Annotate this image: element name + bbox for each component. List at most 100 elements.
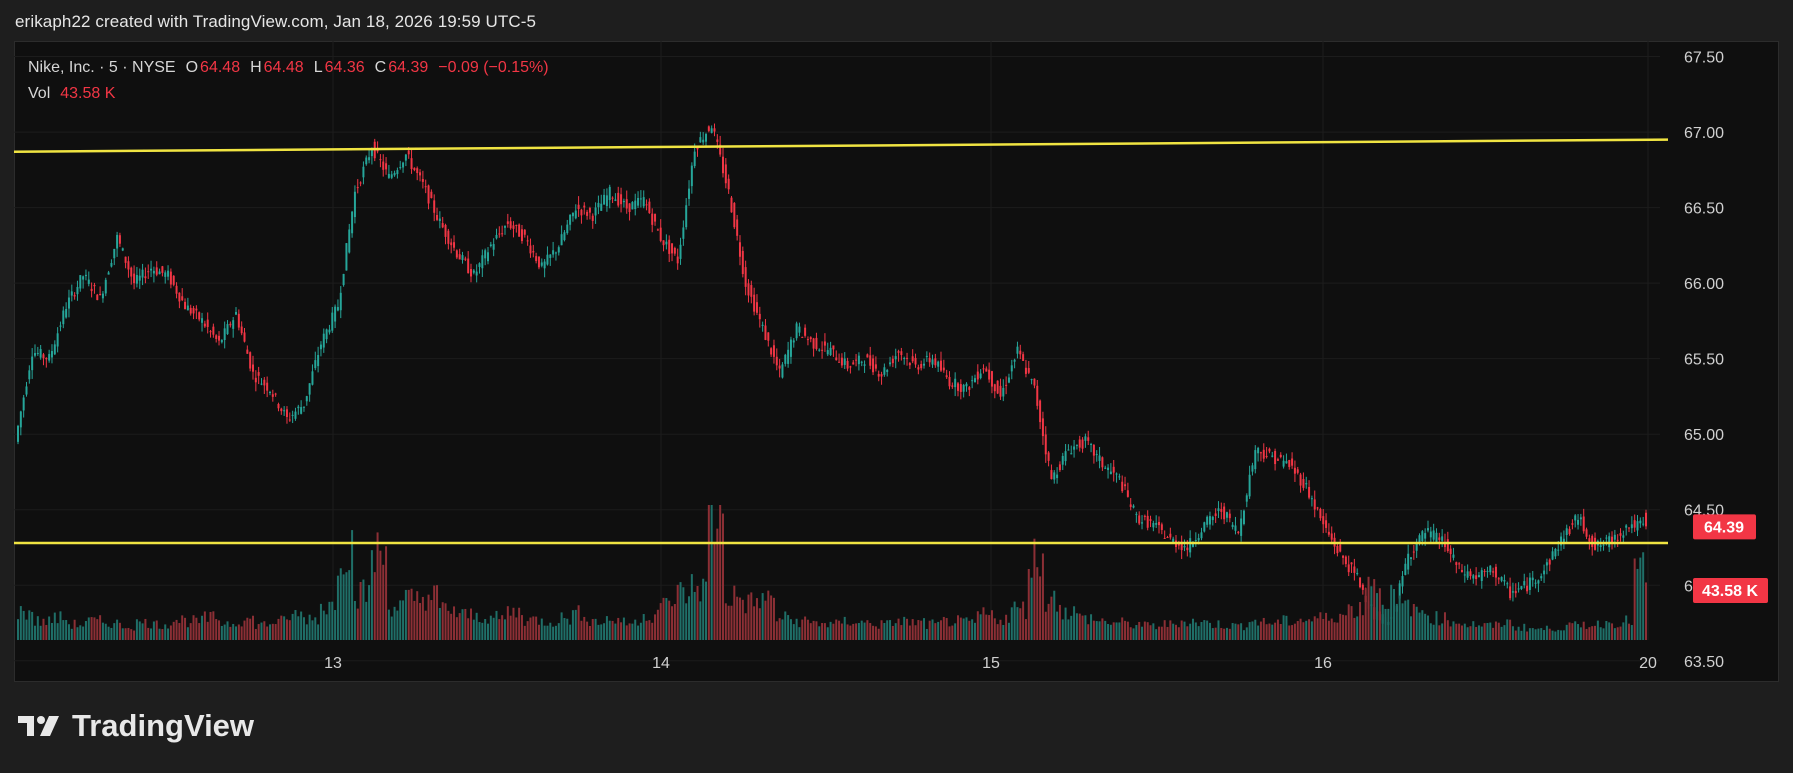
candle-body[interactable]	[1310, 498, 1313, 500]
candle-body[interactable]	[668, 239, 671, 254]
candle-body[interactable]	[1098, 455, 1101, 461]
candle-body[interactable]	[19, 411, 22, 428]
candle-body[interactable]	[84, 274, 87, 277]
candle-body[interactable]	[1565, 528, 1568, 536]
candle-body[interactable]	[1217, 508, 1220, 512]
candle-body[interactable]	[1268, 448, 1271, 452]
candle-body[interactable]	[1591, 536, 1594, 547]
candle-body[interactable]	[291, 414, 294, 416]
candle-body[interactable]	[611, 197, 614, 199]
candle-body[interactable]	[685, 205, 688, 228]
candle-body[interactable]	[625, 199, 628, 209]
candle-body[interactable]	[1350, 562, 1353, 565]
candle-body[interactable]	[36, 353, 39, 355]
candle-body[interactable]	[990, 371, 993, 387]
candle-body[interactable]	[903, 358, 906, 360]
candle-body[interactable]	[1540, 576, 1543, 579]
candle-body[interactable]	[472, 270, 475, 273]
candle-body[interactable]	[1571, 523, 1574, 525]
candle-body[interactable]	[1506, 583, 1509, 585]
candle-body[interactable]	[1611, 536, 1614, 544]
candle-body[interactable]	[141, 269, 144, 278]
candle-body[interactable]	[1410, 557, 1413, 559]
candle-body[interactable]	[1237, 531, 1240, 533]
candle-body[interactable]	[1146, 515, 1149, 528]
candle-body[interactable]	[914, 357, 917, 365]
candle-body[interactable]	[1231, 524, 1234, 528]
candle-body[interactable]	[1327, 531, 1330, 535]
candle-body[interactable]	[1240, 518, 1243, 536]
candle-body[interactable]	[1058, 464, 1061, 471]
candle-body[interactable]	[755, 302, 758, 313]
candle-body[interactable]	[82, 276, 85, 280]
candle-body[interactable]	[268, 391, 271, 393]
candle-body[interactable]	[705, 134, 708, 142]
candle-body[interactable]	[1084, 436, 1087, 441]
candle-body[interactable]	[1242, 510, 1245, 524]
candle-body[interactable]	[1509, 586, 1512, 599]
candle-body[interactable]	[1554, 548, 1557, 557]
candle-body[interactable]	[784, 354, 787, 364]
candle-body[interactable]	[1070, 453, 1073, 455]
candle-body[interactable]	[1129, 504, 1132, 507]
candle-body[interactable]	[1200, 532, 1203, 539]
candle-body[interactable]	[283, 410, 286, 412]
candle-body[interactable]	[39, 349, 42, 358]
candle-body[interactable]	[121, 248, 124, 251]
candle-body[interactable]	[1628, 527, 1631, 529]
candle-body[interactable]	[1562, 538, 1565, 544]
candle-body[interactable]	[325, 329, 328, 340]
candle-body[interactable]	[396, 170, 399, 175]
candle-body[interactable]	[1347, 564, 1350, 573]
candle-body[interactable]	[25, 386, 28, 395]
candle-body[interactable]	[1075, 444, 1078, 446]
candle-body[interactable]	[1548, 559, 1551, 565]
candle-body[interactable]	[1526, 585, 1529, 592]
candle-body[interactable]	[959, 384, 962, 392]
candle-body[interactable]	[1602, 544, 1605, 546]
candle-body[interactable]	[1141, 522, 1144, 524]
candle-body[interactable]	[421, 179, 424, 182]
candle-body[interactable]	[1557, 549, 1560, 551]
candle-body[interactable]	[778, 365, 781, 369]
candle-body[interactable]	[1415, 543, 1418, 551]
candle-body[interactable]	[181, 296, 184, 301]
candle-body[interactable]	[1005, 384, 1008, 386]
candle-body[interactable]	[1234, 525, 1237, 531]
candle-body[interactable]	[492, 244, 495, 250]
candle-body[interactable]	[891, 358, 894, 364]
candle-body[interactable]	[1325, 520, 1328, 528]
candle-body[interactable]	[96, 294, 99, 301]
candle-body[interactable]	[758, 313, 761, 320]
candle-body[interactable]	[1121, 481, 1124, 492]
candle-body[interactable]	[526, 240, 529, 242]
candle-body[interactable]	[999, 385, 1002, 397]
candle-body[interactable]	[1432, 530, 1435, 540]
candle-body[interactable]	[679, 244, 682, 259]
candle-body[interactable]	[1336, 545, 1339, 554]
candle-body[interactable]	[263, 379, 266, 386]
candle-body[interactable]	[673, 247, 676, 254]
candle-body[interactable]	[1452, 554, 1455, 558]
candle-body[interactable]	[1305, 483, 1308, 485]
candle-body[interactable]	[993, 384, 996, 392]
candle-body[interactable]	[1073, 446, 1076, 450]
candle-body[interactable]	[1316, 507, 1319, 509]
candle-body[interactable]	[178, 292, 181, 302]
candle-body[interactable]	[1438, 537, 1441, 540]
candle-body[interactable]	[543, 261, 546, 269]
candle-body[interactable]	[441, 223, 444, 228]
candle-body[interactable]	[359, 182, 362, 184]
candle-body[interactable]	[243, 332, 246, 342]
candle-body[interactable]	[17, 425, 19, 442]
candle-body[interactable]	[733, 203, 736, 228]
candle-body[interactable]	[271, 394, 274, 397]
tradingview-brand[interactable]: TradingView	[18, 708, 254, 744]
candle-body[interactable]	[1022, 354, 1025, 361]
candle-body[interactable]	[645, 204, 648, 206]
candle-body[interactable]	[1477, 575, 1480, 578]
candle-body[interactable]	[254, 377, 257, 383]
candle-body[interactable]	[345, 243, 348, 271]
candle-body[interactable]	[1639, 520, 1642, 524]
candle-body[interactable]	[736, 219, 739, 236]
